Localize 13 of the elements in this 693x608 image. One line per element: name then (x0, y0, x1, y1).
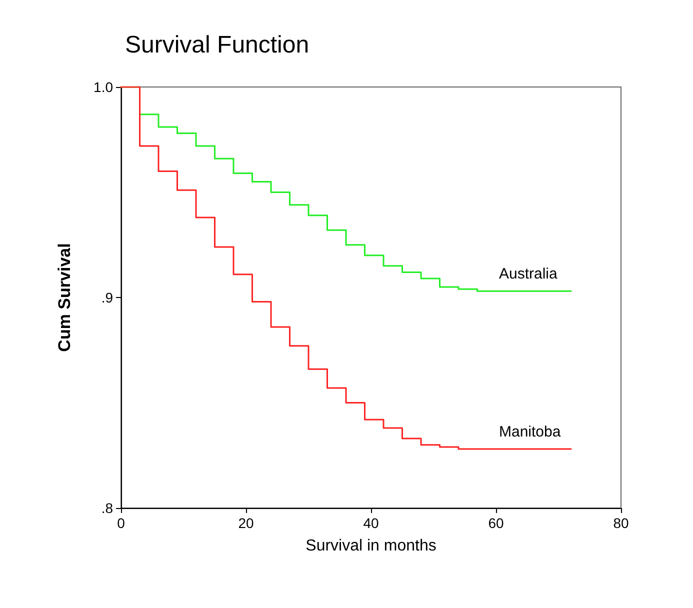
y-tick-label: .9 (101, 290, 114, 306)
series-label: Australia (499, 266, 558, 283)
y-axis-title: Cum Survival (55, 243, 74, 352)
x-tick-label: 20 (238, 515, 254, 531)
x-tick-label: 80 (613, 515, 629, 531)
y-tick-label: .8 (101, 500, 114, 516)
x-tick-label: 0 (117, 515, 126, 531)
x-tick-label: 40 (363, 515, 379, 531)
y-tick-label: 1.0 (94, 79, 114, 95)
series-label: Manitoba (499, 424, 562, 441)
chart-title: Survival Function (125, 32, 310, 58)
x-axis-title: Survival in months (306, 538, 436, 554)
x-tick-label: 60 (488, 515, 504, 531)
